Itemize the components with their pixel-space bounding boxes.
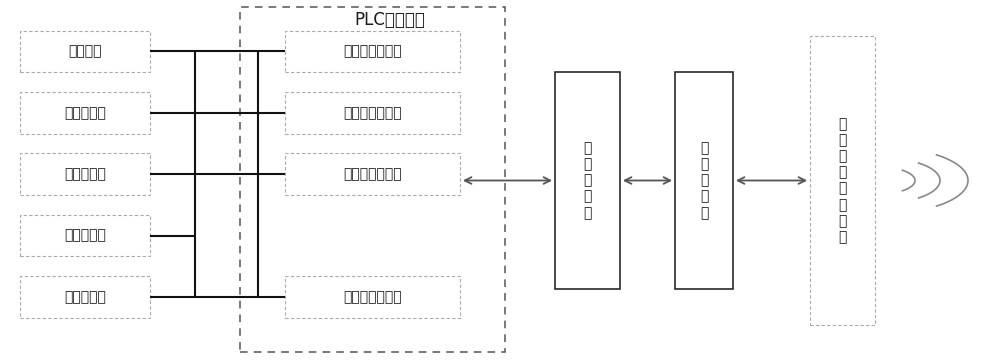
Bar [20,92,150,134]
Text: 生物处理站: 生物处理站 [64,106,106,120]
Text: 中
央
处
理
器: 中 央 处 理 器 [583,141,592,220]
Text: 数字量输入模块: 数字量输入模块 [343,290,402,304]
Bar [20,31,150,72]
Bar [240,7,505,352]
Text: 预处理站: 预处理站 [68,44,102,58]
Bar [555,72,620,289]
Text: 以
太
网
网
关: 以 太 网 网 关 [700,141,708,220]
Bar [285,31,460,72]
Text: 污泥处理站: 污泥处理站 [64,167,106,181]
Text: PLC控制系统: PLC控制系统 [355,11,425,29]
Bar [20,215,150,256]
Bar [675,72,733,289]
Bar [20,153,150,195]
Text: 无
线
从
站
传
输
系
统: 无 线 从 站 传 输 系 统 [838,117,847,244]
Text: 压滤处理站: 压滤处理站 [64,290,106,304]
Bar [285,276,460,318]
Bar [810,36,875,325]
Text: 数字量输入模块: 数字量输入模块 [343,167,402,181]
Text: 数字量输入模块: 数字量输入模块 [343,44,402,58]
Text: 数字量输入模块: 数字量输入模块 [343,106,402,120]
Bar [285,92,460,134]
Bar [285,153,460,195]
Text: 出水处理站: 出水处理站 [64,229,106,243]
Bar [20,276,150,318]
